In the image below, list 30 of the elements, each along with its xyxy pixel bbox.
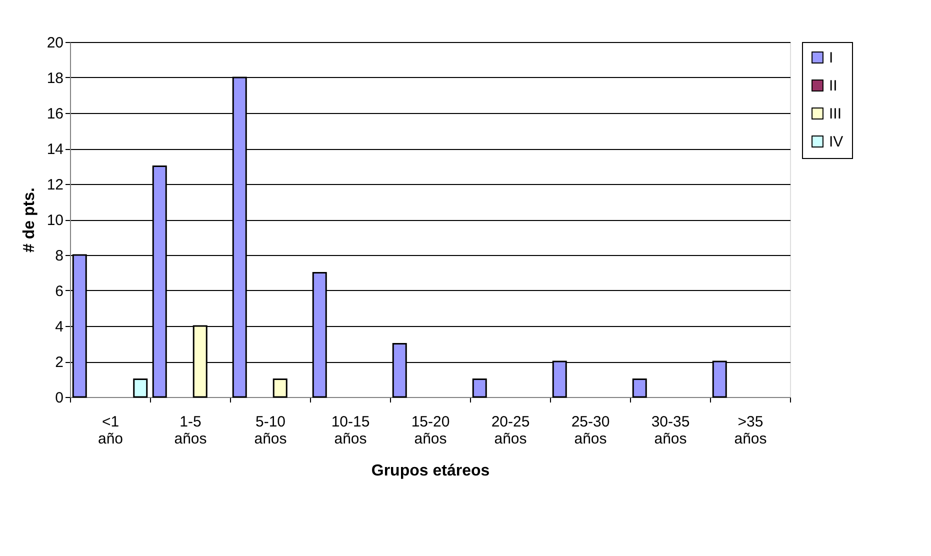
x-axis-title: Grupos etáreos — [371, 462, 490, 480]
x-tick-label: >35 años — [734, 414, 767, 448]
y-tick-label: 10 — [46, 212, 64, 229]
bar — [472, 378, 487, 398]
x-tick-label: 15-20 años — [411, 414, 450, 448]
y-tick-label: 2 — [55, 354, 64, 371]
y-tick-label: 16 — [46, 106, 64, 122]
legend-label: II — [829, 78, 838, 94]
legend-label: I — [829, 50, 834, 66]
bar — [632, 378, 647, 398]
bar — [272, 378, 288, 398]
legend-label: III — [829, 106, 842, 122]
x-tick-label: 20-25 años — [491, 414, 530, 448]
legend-label: IV — [829, 134, 844, 150]
y-axis-title: # de pts. — [20, 188, 38, 252]
y-tick-label: 14 — [46, 141, 64, 158]
y-tick-label: 18 — [46, 70, 64, 87]
x-tick-label: 5-10 años — [254, 414, 287, 448]
x-tick-label: 1-5 años — [174, 414, 207, 448]
x-tick-label: 10-15 años — [331, 414, 370, 448]
y-tick-label: 4 — [55, 318, 64, 336]
y-tick-label: 0 — [55, 390, 64, 406]
y-tick-label: 6 — [55, 283, 64, 300]
x-tick-label: <1 año — [98, 414, 124, 448]
x-tick-label: 30-35 años — [651, 414, 690, 448]
x-tick-label: 25-30 años — [571, 414, 610, 448]
y-tick-label: 12 — [46, 176, 64, 194]
bar — [133, 378, 148, 398]
y-tick-label: 8 — [55, 248, 64, 264]
y-tick-label: 20 — [46, 34, 64, 52]
